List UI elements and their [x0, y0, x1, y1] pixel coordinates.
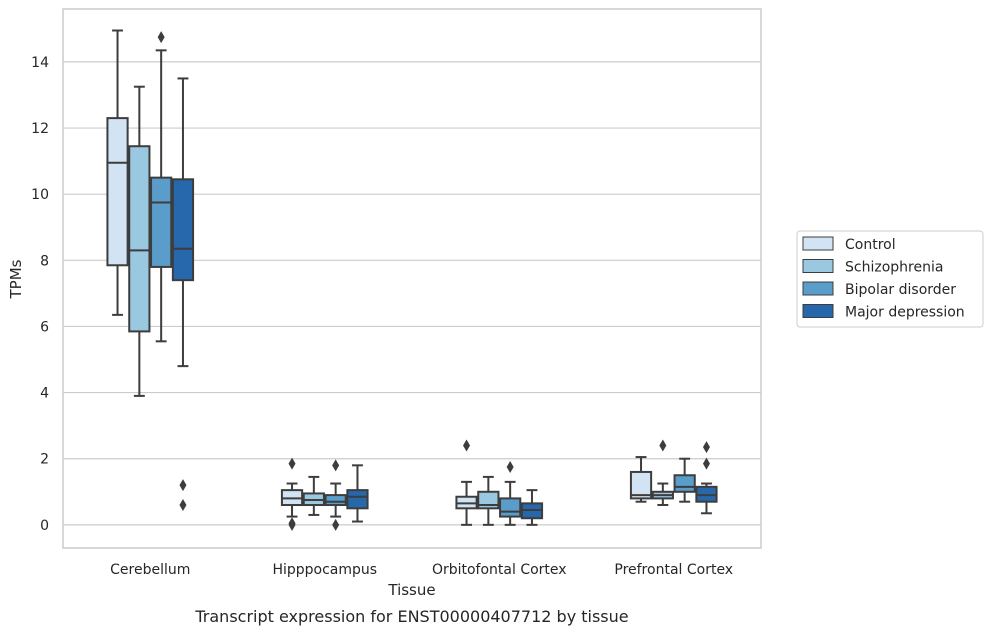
box-major-depression — [520, 489, 544, 526]
outlier-point — [332, 518, 340, 531]
box-bipolar-disorder — [324, 459, 347, 531]
x-axis-label: Tissue — [387, 581, 435, 599]
outlier-point — [288, 457, 296, 470]
box-body — [629, 470, 653, 500]
box-schizophrenia — [651, 439, 674, 507]
plot-area — [63, 9, 761, 548]
box-body — [673, 474, 696, 493]
y-tick-label: 10 — [31, 187, 49, 203]
y-tick-label: 14 — [31, 55, 49, 71]
x-tick-label: Cerebellum — [110, 562, 190, 578]
box-major-depression — [171, 77, 195, 512]
box-major-depression — [695, 441, 718, 515]
box-schizophrenia — [128, 85, 151, 397]
x-tick-label: Hipppocampus — [272, 562, 377, 578]
box-body — [346, 489, 369, 510]
outlier-point — [702, 441, 710, 454]
y-tick-label: 2 — [40, 452, 49, 468]
plot-frame — [62, 8, 762, 549]
legend-label: Control — [845, 237, 896, 253]
box-control — [629, 456, 653, 503]
legend-swatch — [802, 281, 834, 296]
legend-label: Major depression — [845, 305, 965, 321]
y-tick-labels: 0 2 4 6 8 10 12 14 — [31, 55, 49, 534]
outlier-point — [463, 439, 471, 452]
box-schizophrenia — [477, 475, 500, 526]
legend-label: Bipolar disorder — [845, 282, 956, 298]
x-tick-labels: Cerebellum Hipppocampus Orbitofontal Corte… — [110, 562, 733, 578]
legend-items: Control Schizophrenia Bipolar disorder Majo… — [802, 236, 965, 321]
box-body — [324, 494, 347, 507]
box-body — [106, 117, 129, 267]
box-bipolar-disorder — [150, 31, 173, 343]
outlier-point — [332, 459, 340, 472]
box-bipolar-disorder — [673, 457, 696, 503]
chart-caption: Transcript expression for ENST0000040771… — [194, 607, 628, 626]
box-body — [171, 178, 195, 282]
legend-swatch — [802, 304, 834, 318]
outlier-point — [179, 499, 187, 512]
outlier-point — [288, 518, 296, 531]
y-tick-label: 4 — [40, 386, 49, 402]
box-body — [499, 497, 522, 518]
box-bipolar-disorder — [499, 460, 522, 526]
y-tick-label: 6 — [40, 319, 49, 335]
x-tick-label: Orbitofontal Cortex — [432, 562, 567, 578]
outlier-point — [179, 479, 187, 492]
legend-swatch — [802, 236, 834, 251]
box-control — [280, 457, 304, 531]
box-body — [150, 176, 173, 268]
box-body — [128, 145, 151, 333]
y-tick-label: 8 — [40, 253, 49, 269]
y-tick-label: 12 — [31, 121, 49, 137]
y-tick-label: 0 — [40, 518, 49, 534]
legend: Control Schizophrenia Bipolar disorder Majo… — [796, 230, 984, 328]
outlier-point — [702, 457, 710, 470]
box-series — [106, 29, 718, 531]
legend-swatch — [802, 259, 834, 273]
legend-frame — [796, 230, 984, 328]
box-control — [455, 439, 478, 526]
box-control — [106, 29, 129, 316]
box-major-depression — [346, 464, 369, 523]
box-schizophrenia — [302, 475, 325, 516]
y-axis-label: TPMs — [7, 259, 25, 299]
outlier-point — [157, 31, 165, 44]
x-tick-label: Prefrontal Cortex — [614, 562, 733, 578]
outlier-point — [659, 439, 667, 452]
legend-label: Schizophrenia — [845, 260, 943, 276]
outlier-point — [506, 460, 514, 473]
